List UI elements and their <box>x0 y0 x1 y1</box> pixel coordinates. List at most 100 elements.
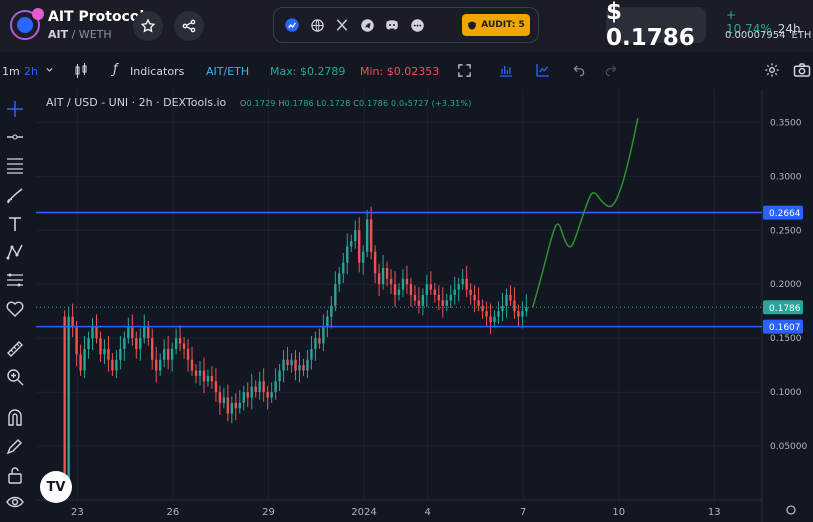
chart-toolbar: 1m 2h ƒ Indicators AIT/ETH Max: $0.2789 … <box>0 58 813 86</box>
audit-badge[interactable]: AUDIT: 5 <box>462 14 530 36</box>
last-price-tag <box>763 300 803 315</box>
candle-body <box>71 316 74 328</box>
candle-body <box>107 348 110 360</box>
fx-icon[interactable]: ƒ <box>113 62 118 77</box>
fullscreen-icon[interactable] <box>457 63 472 81</box>
candle-body <box>242 392 245 403</box>
candle-body <box>350 241 353 247</box>
candle-body <box>358 230 361 263</box>
y-tick-label: 0.2500 <box>770 226 802 236</box>
candle-body <box>210 375 214 382</box>
trend-line-icon[interactable] <box>6 128 24 146</box>
candle-type-icon[interactable] <box>74 63 88 82</box>
candle-body <box>282 359 285 371</box>
candle-body <box>274 381 277 393</box>
candle-body <box>254 386 257 393</box>
candle-body <box>338 273 341 285</box>
projection-curve <box>532 117 639 308</box>
pencil-lock-icon[interactable] <box>6 437 24 455</box>
candle-body <box>115 359 118 371</box>
candle-body <box>79 354 82 371</box>
candle-body <box>262 381 265 393</box>
crosshair-icon[interactable] <box>6 100 24 118</box>
candle-body <box>497 311 500 317</box>
heart-icon[interactable] <box>6 300 24 318</box>
candle-body <box>83 348 86 371</box>
x-tick-label: 13 <box>708 507 721 518</box>
candle-body <box>158 359 162 371</box>
camera-icon[interactable] <box>793 62 811 81</box>
candle-body <box>445 300 448 306</box>
prediction-icon[interactable] <box>6 271 24 289</box>
lock-icon[interactable] <box>6 466 24 484</box>
candle-body <box>449 295 452 301</box>
fib-lines-icon[interactable] <box>6 156 24 174</box>
candle-body <box>318 338 321 344</box>
candle-body <box>465 278 468 290</box>
zoom-in-icon[interactable] <box>6 368 24 386</box>
favorite-button[interactable] <box>133 11 163 41</box>
candle-body <box>342 262 345 274</box>
candle-body <box>437 295 440 301</box>
text-tool-icon[interactable] <box>6 215 24 233</box>
candle-body <box>310 348 313 360</box>
globe-icon[interactable] <box>309 17 325 33</box>
candle-body <box>365 219 369 252</box>
candle-body <box>489 316 492 322</box>
candle-body <box>75 327 78 355</box>
indicators-button[interactable]: Indicators <box>130 65 185 78</box>
token-pair: AIT / WETH <box>48 28 112 41</box>
candle-body <box>246 392 249 398</box>
undo-icon[interactable] <box>572 63 586 80</box>
candle-body <box>214 381 218 393</box>
candle-body <box>509 295 512 301</box>
candle-body <box>226 397 230 414</box>
price-chart[interactable]: 0.3500 0.3000 0.2500 0.2000 0.1500 0.1000 0.05… <box>0 88 813 522</box>
pair-label[interactable]: AIT/ETH <box>206 65 250 78</box>
redo-icon[interactable] <box>604 63 618 80</box>
x-tick-label: 10 <box>612 507 625 518</box>
share-icon <box>182 19 196 33</box>
bar-chart-icon[interactable] <box>498 62 514 81</box>
candle-body <box>186 348 190 360</box>
candle-body <box>481 305 484 312</box>
ruler-icon[interactable] <box>6 340 24 358</box>
line-chart-icon[interactable] <box>535 62 551 81</box>
candle-body <box>501 305 504 312</box>
candle-body <box>147 327 150 339</box>
y-tick-label: 0.3500 <box>770 118 802 128</box>
tradingview-logo[interactable]: TV <box>40 471 72 503</box>
candle-body <box>238 402 241 409</box>
candle-body <box>298 365 301 371</box>
more-icon[interactable] <box>409 17 425 33</box>
brush-icon[interactable] <box>6 187 24 205</box>
magnet-icon[interactable] <box>6 408 24 426</box>
interval-2h[interactable]: 2h <box>24 65 38 78</box>
price-change: + 10.74% 24h <box>726 8 801 36</box>
chart-icon[interactable] <box>284 17 300 33</box>
candle-body <box>162 348 166 360</box>
chevron-down-icon[interactable] <box>45 64 54 77</box>
candle-body <box>461 278 464 285</box>
eye-icon[interactable] <box>6 493 24 511</box>
discord-icon[interactable] <box>384 17 400 33</box>
candle-body <box>521 311 524 317</box>
candle-body <box>421 295 425 306</box>
candle-body <box>469 289 472 295</box>
candle-body <box>393 284 397 295</box>
y-tick-label: 0.05000 <box>770 442 807 452</box>
interval-1m[interactable]: 1m <box>2 65 20 78</box>
share-button[interactable] <box>174 11 204 41</box>
telegram-icon[interactable] <box>359 17 375 33</box>
candle-body <box>334 284 337 306</box>
current-price: $ 0.1786 <box>606 0 706 51</box>
chart-title: AIT / USD - UNI · 2h · DEXTools.io <box>46 96 227 109</box>
candle-body <box>182 343 186 349</box>
candle-body <box>381 268 385 285</box>
settings-icon[interactable] <box>764 62 780 81</box>
candle-body <box>326 316 329 328</box>
candle-body <box>517 311 520 317</box>
candle-body <box>322 327 325 344</box>
x-icon[interactable] <box>334 17 350 33</box>
pattern-icon[interactable] <box>6 243 24 261</box>
